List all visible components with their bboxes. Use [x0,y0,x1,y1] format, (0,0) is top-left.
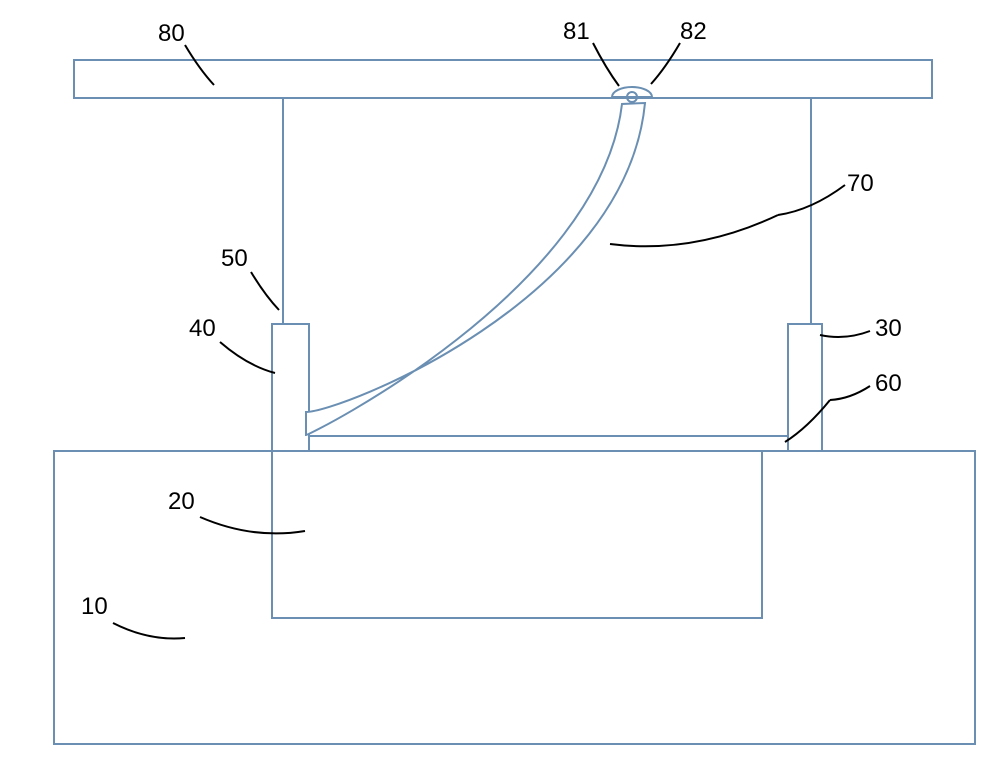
rect-80 [74,60,932,98]
rect-60 [309,436,788,451]
label-50: 50 [221,245,248,273]
label-60: 60 [875,370,902,398]
leader-40 [220,342,275,373]
rect-40 [272,324,309,451]
label-30: 30 [875,315,902,343]
rect-20 [272,451,762,618]
label-82: 82 [680,18,707,46]
label-81: 81 [563,18,590,46]
leader-50 [251,272,279,310]
diagram-svg [0,0,1000,779]
label-40: 40 [189,315,216,343]
diagram-stage: 80 81 82 70 50 40 30 60 20 10 [0,0,1000,779]
label-20: 20 [168,488,195,516]
rect-30 [788,324,822,451]
leader-60 [830,386,870,400]
leader-30 [820,331,870,337]
label-10: 10 [81,593,108,621]
label-70: 70 [847,170,874,198]
label-80: 80 [158,20,185,48]
